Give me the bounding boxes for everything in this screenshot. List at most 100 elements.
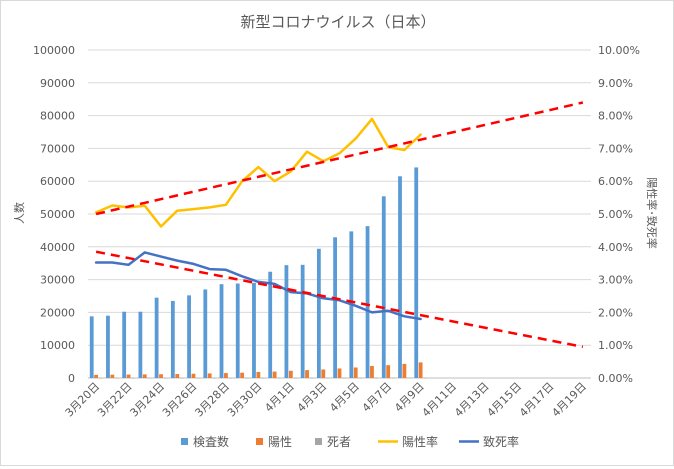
y-tick-label-right: 2.00%	[598, 306, 633, 319]
legend-swatch-死者	[315, 438, 322, 445]
bar-陽性	[305, 370, 309, 378]
trendlines	[95, 101, 584, 349]
y-tick-label-left: 90000	[40, 77, 75, 90]
bar-死者	[293, 377, 298, 379]
y-tick-label-right: 0.00%	[598, 372, 633, 385]
x-tick-label: 4月17日	[517, 380, 557, 420]
y-tick-label-left: 50000	[40, 208, 75, 221]
bar-陽性	[402, 363, 407, 378]
legend-label: 致死率	[483, 434, 519, 449]
bar-検査数	[333, 237, 337, 378]
line-陽性率	[94, 117, 422, 228]
left-axis-ticks: 0 10000 20000 30000 40000 50000 60000 70000 8000…	[33, 44, 75, 385]
bar-検査数	[106, 315, 110, 378]
y-tick-label-left: 30000	[40, 274, 75, 287]
y-tick-label-left: 70000	[40, 142, 75, 155]
y-tick-label-right: 9.00%	[598, 77, 633, 90]
bar-検査数	[89, 316, 94, 378]
bar-検査数	[300, 264, 305, 378]
y-tick-label-right: 8.00%	[598, 110, 633, 123]
legend-swatch-検査数	[181, 438, 188, 445]
legend: 検査数 陽性 死者 陽性率 致死率	[181, 434, 519, 449]
bar-死者	[163, 377, 168, 379]
bar-検査数	[154, 297, 159, 378]
bar-検査数	[235, 283, 240, 378]
bar-死者	[358, 377, 363, 379]
x-tick-label: 4月15日	[485, 380, 525, 420]
legend-label: 検査数	[193, 434, 229, 449]
bar-検査数	[187, 295, 191, 378]
bar-陽性	[370, 366, 374, 378]
x-tick-label: 4月7日	[360, 380, 395, 415]
y-tick-label-right: 1.00%	[598, 339, 633, 352]
bar-死者	[325, 377, 330, 379]
bar-死者	[195, 377, 200, 379]
left-axis-label: 人数	[13, 202, 26, 224]
bar-検査数	[381, 196, 386, 378]
line-series	[94, 117, 422, 321]
x-tick-label: 4月11日	[420, 380, 460, 420]
chart-title: 新型コロナウイルス（日本）	[240, 13, 435, 31]
gridlines	[88, 49, 591, 379]
trendline-致死率	[95, 250, 584, 349]
bar-陽性	[94, 374, 99, 378]
bar-検査数	[414, 167, 419, 378]
bar-死者	[114, 377, 119, 379]
x-tick-label: 3月30日	[225, 380, 265, 420]
y-tick-label-right: 4.00%	[598, 241, 633, 254]
x-axis-ticks: 3月20日3月22日3月24日3月26日3月28日3月30日4月1日4月3日4月…	[63, 380, 589, 420]
bar-検査数	[268, 271, 273, 378]
y-tick-label-right: 7.00%	[598, 142, 633, 155]
bar-死者	[212, 377, 216, 379]
legend-swatch-陽性	[256, 438, 263, 445]
x-tick-label: 4月1日	[262, 380, 297, 415]
x-tick-label: 4月5日	[327, 380, 362, 415]
y-tick-label-right: 3.00%	[598, 274, 633, 287]
bar-陽性	[207, 373, 212, 378]
bar-陽性	[256, 371, 261, 378]
bar-陽性	[224, 373, 228, 378]
bar-検査数	[398, 176, 402, 378]
bar-検査数	[138, 311, 143, 378]
x-tick-label: 3月22日	[95, 380, 135, 420]
legend-label: 陽性	[268, 435, 292, 449]
bar-陽性	[272, 371, 277, 378]
trendline-陽性率	[95, 101, 584, 216]
y-tick-label-left: 80000	[40, 110, 75, 123]
bar-陽性	[110, 374, 115, 378]
bar-陽性	[288, 370, 293, 378]
x-tick-label: 4月13日	[452, 380, 492, 420]
right-axis-label: 陽性率･致死率	[645, 177, 659, 249]
bar-陽性	[126, 374, 131, 378]
bar-死者	[244, 377, 249, 379]
bar-死者	[147, 377, 152, 379]
bar-陽性	[321, 369, 326, 378]
bar-陽性	[159, 374, 163, 378]
bar-死者	[98, 377, 103, 379]
y-tick-label-left: 40000	[40, 241, 75, 254]
bar-陽性	[191, 373, 196, 378]
bar-死者	[277, 377, 281, 379]
legend-label: 死者	[327, 435, 351, 449]
bar-死者	[260, 377, 265, 379]
x-tick-label: 4月19日	[549, 380, 589, 420]
bar-死者	[179, 377, 184, 379]
x-tick-label: 3月26日	[160, 380, 200, 420]
x-tick-label: 3月20日	[63, 380, 103, 420]
bar-陽性	[142, 374, 147, 378]
x-tick-label: 4月3日	[295, 380, 330, 415]
y-tick-label-left: 10000	[40, 339, 75, 352]
y-tick-label-right: 10.00%	[598, 44, 640, 57]
bar-検査数	[284, 265, 289, 378]
x-tick-label: 3月24日	[128, 380, 168, 420]
bar-検査数	[219, 284, 224, 378]
y-tick-label-left: 20000	[40, 306, 75, 319]
bar-陽性	[418, 362, 423, 378]
bar-陽性	[386, 365, 391, 378]
bar-死者	[374, 377, 379, 379]
bar-検査数	[170, 300, 175, 378]
bar-検査数	[365, 226, 370, 378]
bar-検査数	[252, 282, 256, 378]
